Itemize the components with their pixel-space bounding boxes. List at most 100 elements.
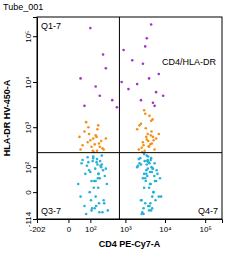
point — [152, 101, 155, 104]
point — [144, 177, 147, 180]
point — [153, 162, 156, 165]
point — [101, 154, 104, 157]
point — [152, 191, 155, 194]
point — [142, 141, 145, 144]
point — [151, 142, 154, 145]
x-tick-mark — [68, 219, 69, 223]
point — [90, 199, 93, 202]
point — [106, 183, 109, 186]
point — [91, 160, 94, 163]
x-tick-mark — [165, 219, 166, 223]
y-tick: 10³ — [24, 122, 37, 134]
point — [148, 145, 151, 148]
x-tick-label: 10⁴ — [159, 225, 172, 234]
point — [89, 27, 92, 30]
x-tick-label: 10⁵ — [200, 225, 212, 234]
point — [101, 211, 104, 214]
point — [148, 186, 151, 189]
point — [137, 148, 140, 151]
point — [145, 173, 148, 176]
point — [160, 195, 163, 198]
point — [140, 199, 143, 202]
point — [79, 195, 82, 198]
point — [95, 161, 98, 164]
point — [150, 23, 153, 26]
point — [101, 163, 104, 166]
point — [80, 162, 83, 165]
quadrant-label: Q4-7 — [198, 206, 218, 216]
point — [149, 134, 152, 137]
quadrant-line-x — [119, 17, 120, 219]
y-tick-mark — [33, 167, 37, 168]
point — [98, 202, 101, 205]
point — [122, 49, 125, 52]
point — [149, 183, 152, 186]
point — [85, 121, 88, 124]
point — [99, 160, 102, 163]
point — [97, 177, 100, 180]
point — [140, 99, 143, 102]
y-tick-mark — [33, 219, 37, 220]
plot-frame — [37, 17, 222, 219]
point — [102, 148, 105, 151]
point — [142, 207, 145, 210]
y-axis: -114 0 10² 10³ 10⁴ 10⁵ — [24, 18, 38, 228]
point — [144, 127, 147, 130]
x-tick: 0 — [67, 219, 72, 234]
point — [142, 63, 145, 66]
point — [97, 186, 100, 189]
points — [77, 23, 165, 215]
point — [131, 59, 134, 62]
point — [90, 180, 93, 183]
point — [98, 211, 101, 214]
point — [143, 160, 146, 163]
point — [83, 205, 86, 208]
point — [105, 137, 108, 140]
x-tick-mark — [90, 219, 91, 223]
point — [151, 171, 154, 174]
point — [98, 94, 101, 97]
x-tick: 10² — [85, 219, 97, 234]
point — [96, 128, 99, 131]
point — [157, 73, 160, 76]
y-tick: 10⁴ — [24, 76, 37, 89]
point — [102, 199, 105, 202]
point — [116, 106, 119, 109]
point — [79, 77, 82, 80]
point — [96, 149, 99, 152]
y-tick-label: 10² — [24, 162, 33, 174]
point — [147, 145, 150, 148]
y-tick: 10⁵ — [24, 31, 37, 43]
x-axis-title: CD4 PE-Cy7-A — [99, 239, 161, 249]
point — [105, 67, 108, 70]
y-tick-mark — [33, 127, 37, 128]
point — [153, 148, 156, 151]
point — [152, 136, 155, 139]
y-tick: -114 — [24, 211, 37, 227]
point — [98, 145, 101, 148]
point — [153, 175, 156, 178]
x-tick: 10⁴ — [159, 219, 172, 234]
point — [150, 119, 153, 122]
point — [86, 156, 89, 159]
x-tick-label: 0 — [67, 225, 72, 234]
x-tick-mark — [125, 219, 126, 223]
point — [89, 171, 92, 174]
point — [157, 133, 160, 136]
point — [148, 115, 151, 118]
point — [148, 162, 151, 165]
point — [88, 191, 91, 194]
point — [155, 91, 158, 94]
y-tick: 0 — [24, 190, 37, 195]
point — [98, 142, 101, 145]
point — [111, 99, 114, 102]
point — [87, 126, 90, 129]
point — [146, 160, 149, 163]
point — [162, 94, 165, 97]
quadrant-label: Q3-7 — [41, 206, 61, 216]
point — [159, 177, 162, 180]
y-tick: 10² — [24, 162, 37, 174]
quadrant-line-y — [37, 152, 222, 153]
point — [103, 202, 106, 205]
point — [84, 173, 87, 176]
